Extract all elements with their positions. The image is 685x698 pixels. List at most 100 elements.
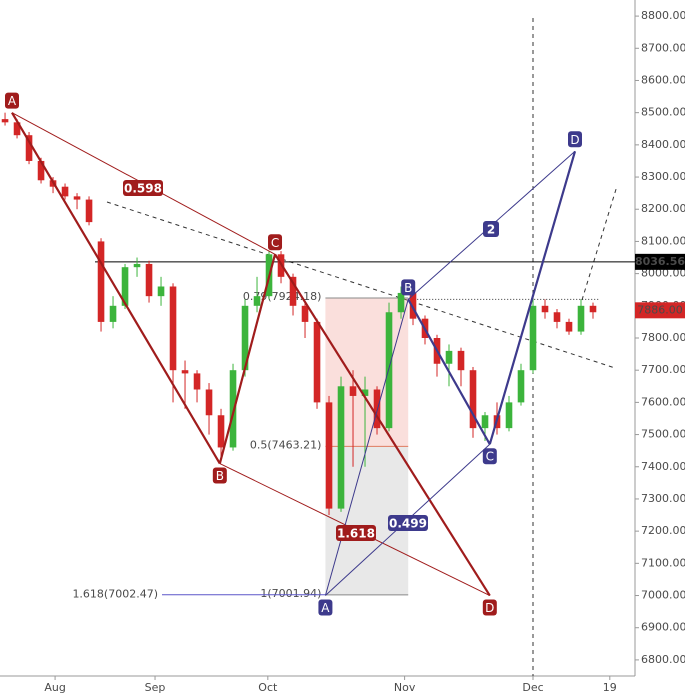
candle-body (25, 135, 33, 161)
candle-body (169, 286, 177, 371)
pattern-point-label: C (271, 236, 279, 250)
y-tick-label: 8200.00 (641, 202, 685, 215)
y-tick-label: 8600.00 (641, 73, 685, 86)
candle-body (109, 305, 117, 322)
candle-body (577, 305, 585, 332)
pattern-point: A (318, 599, 333, 616)
pattern-point-box (482, 448, 497, 465)
pattern-line (11, 112, 221, 465)
fib-label: 0.5(7463.21) (250, 438, 322, 451)
trend-line (106, 201, 616, 369)
candle-body (349, 386, 357, 396)
pattern-point-label: A (8, 94, 17, 108)
candle-body (553, 312, 561, 322)
extension-label: 1.618(7002.47) (72, 588, 158, 601)
pattern-point-label: B (404, 281, 412, 295)
pattern-line (324, 299, 409, 596)
pattern-point: B (401, 279, 416, 296)
x-tick-label: Aug (44, 681, 65, 694)
candle-body (301, 305, 309, 322)
candle-body (181, 370, 189, 374)
candle-body (541, 305, 549, 313)
candle-body (157, 286, 165, 297)
y-tick-label: 7600.00 (641, 395, 685, 408)
ratio-box (336, 525, 376, 541)
candle-body (145, 263, 153, 297)
y-tick-label: 8800.00 (641, 9, 685, 22)
candle-body (73, 196, 81, 200)
pattern-point: D (482, 599, 497, 616)
pattern-line (274, 253, 491, 597)
y-tick-label: 7500.00 (641, 428, 685, 441)
y-tick-label: 6900.00 (641, 621, 685, 634)
candle-body (325, 402, 333, 509)
pattern-point: C (482, 448, 497, 465)
price-tag-label: 8036.56 (635, 255, 685, 268)
candle-body (1, 119, 9, 123)
pattern-point-box (401, 279, 416, 296)
x-tick-label: Sep (145, 681, 166, 694)
candle-body (13, 122, 21, 136)
candle-body (469, 370, 477, 429)
pattern-line (218, 254, 277, 464)
pattern-point-label: B (216, 469, 224, 483)
y-tick-label: 7100.00 (641, 556, 685, 569)
y-tick-label: 8300.00 (641, 170, 685, 183)
last-price-label: 7886.00 (637, 303, 683, 316)
y-tick-label: 7800.00 (641, 331, 685, 344)
y-tick-label: 8700.00 (641, 41, 685, 54)
candle-body (205, 389, 213, 416)
candle-body (241, 305, 249, 371)
candle-body (253, 296, 261, 306)
candle-body (37, 160, 45, 181)
candle-body (565, 321, 573, 332)
candle-body (517, 370, 525, 403)
pattern-point-box (4, 92, 19, 109)
ratio-label: 0.598 (124, 182, 162, 196)
x-tick-label: Oct (258, 681, 278, 694)
candle-body (397, 292, 405, 313)
candle-body (529, 305, 537, 371)
y-tick-label: 8500.00 (641, 106, 685, 119)
candle-body (361, 389, 369, 396)
candle-body (97, 241, 105, 322)
candle-body (373, 389, 381, 429)
pattern-line (407, 298, 491, 445)
candle-body (313, 321, 321, 403)
y-tick-label: 8400.00 (641, 138, 685, 151)
ratio-box (483, 221, 499, 237)
fib-label: 1(7001.94) (260, 587, 321, 600)
candle-body (85, 199, 93, 223)
y-tick-label: 7000.00 (641, 589, 685, 602)
last-price-tag (635, 302, 685, 319)
pattern-point: A (4, 92, 19, 109)
y-tick-label: 7200.00 (641, 524, 685, 537)
pattern-point-box (318, 599, 333, 616)
ratio-label: 0.499 (389, 517, 427, 531)
pattern-point: D (568, 131, 583, 148)
candle-body (505, 402, 513, 429)
candle-body (229, 370, 237, 448)
candle-body (457, 350, 465, 371)
pattern-line (488, 150, 577, 445)
y-tick-label: 8000.00 (641, 267, 685, 280)
pattern-point-box (268, 234, 283, 251)
pattern-point: B (212, 467, 227, 484)
candle-body (121, 267, 129, 306)
projection-line (581, 185, 618, 301)
x-tick-label: 19 (603, 681, 617, 694)
pattern-point-box (482, 599, 497, 616)
y-tick-label: 7300.00 (641, 492, 685, 505)
pattern-point-box (212, 467, 227, 484)
candle-body (481, 415, 489, 429)
candle-body (445, 350, 453, 364)
ratio-label: 1.618 (337, 527, 375, 541)
candle-body (337, 386, 345, 509)
x-tick-label: Nov (394, 681, 416, 694)
ratio-box (388, 515, 428, 531)
pattern-point-label: C (486, 450, 494, 464)
y-tick-label: 8100.00 (641, 234, 685, 247)
x-tick-label: Dec (522, 681, 543, 694)
pattern-point-label: A (321, 601, 330, 615)
